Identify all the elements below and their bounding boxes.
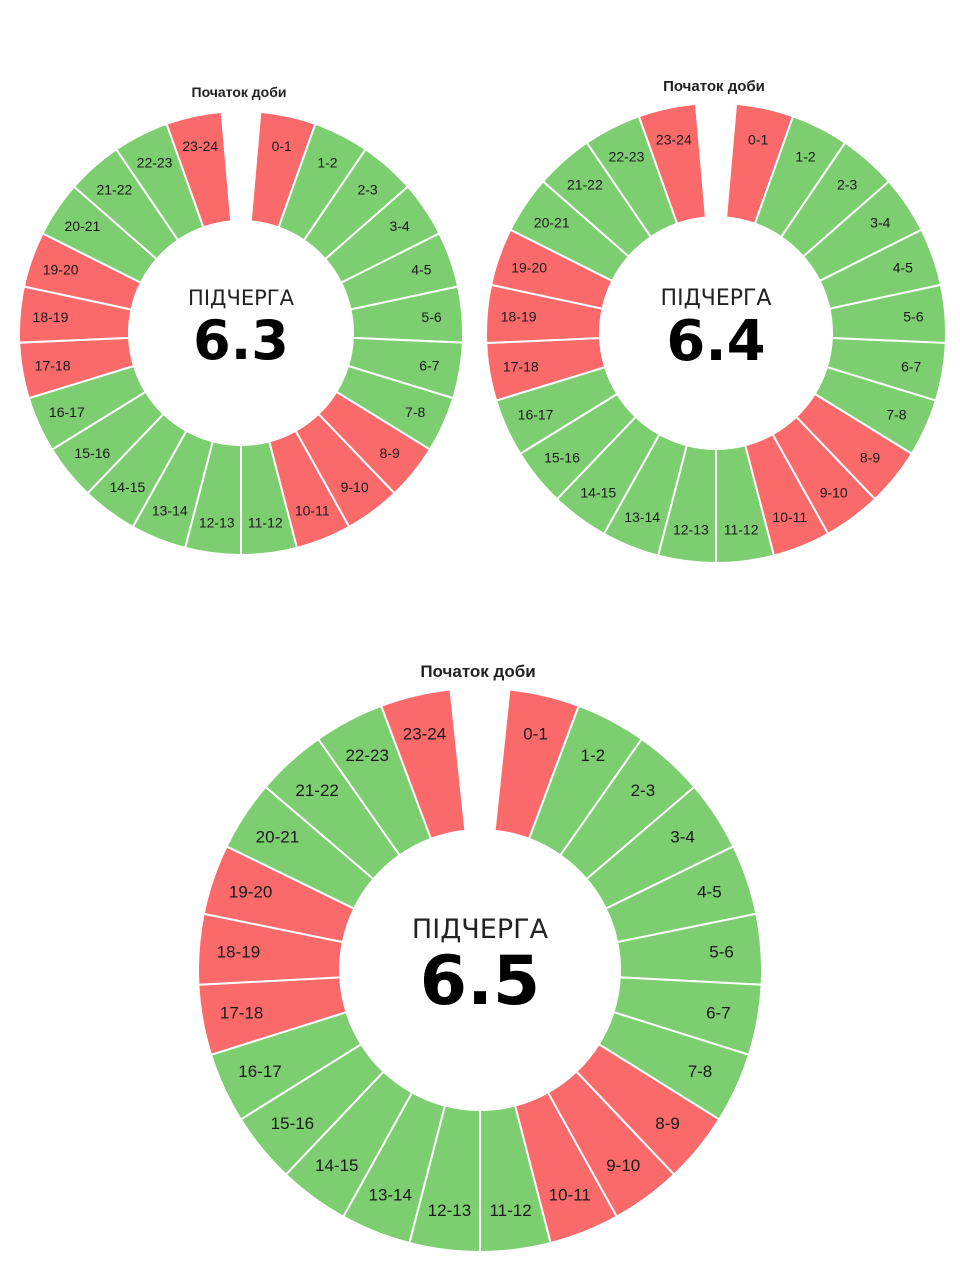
hour-label-3-4: 3-4	[670, 828, 695, 847]
hour-label-20-21: 20-21	[256, 828, 299, 847]
hour-label-18-19: 18-19	[33, 309, 69, 325]
hour-label-21-22: 21-22	[295, 781, 338, 800]
hour-label-2-3: 2-3	[837, 177, 857, 193]
hour-label-16-17: 16-17	[518, 407, 554, 423]
subqueue-number: 6.5	[420, 942, 540, 1021]
hour-label-7-8: 7-8	[886, 407, 906, 423]
hour-label-5-6: 5-6	[903, 308, 923, 324]
hour-label-20-21: 20-21	[65, 218, 101, 234]
hour-label-2-3: 2-3	[631, 781, 656, 800]
hour-label-15-16: 15-16	[74, 445, 110, 461]
hour-label-0-1: 0-1	[523, 725, 548, 744]
hour-segment-23-24	[379, 688, 467, 841]
hour-label-13-14: 13-14	[152, 502, 188, 518]
hour-label-6-7: 6-7	[706, 1004, 731, 1023]
hour-label-13-14: 13-14	[624, 509, 660, 525]
hour-label-14-15: 14-15	[580, 484, 616, 500]
hour-label-8-9: 8-9	[860, 450, 880, 466]
hour-label-18-19: 18-19	[217, 943, 260, 962]
hour-label-17-18: 17-18	[35, 358, 71, 374]
subqueue-caption: ПІДЧЕРГА	[661, 286, 772, 311]
hour-label-22-23: 22-23	[345, 746, 388, 765]
hour-label-0-1: 0-1	[272, 138, 292, 154]
hour-label-4-5: 4-5	[893, 259, 913, 275]
hour-label-7-8: 7-8	[688, 1062, 713, 1081]
subqueue-caption: ПІДЧЕРГА	[412, 914, 549, 945]
hour-label-14-15: 14-15	[109, 479, 145, 495]
hour-label-1-2: 1-2	[795, 148, 815, 164]
day-start-label: Початок доби	[192, 84, 287, 100]
hour-label-13-14: 13-14	[368, 1185, 411, 1204]
day-start-label: Початок доби	[420, 662, 535, 681]
hour-label-9-10: 9-10	[341, 479, 369, 495]
hour-label-19-20: 19-20	[229, 883, 272, 902]
hour-label-5-6: 5-6	[421, 309, 441, 325]
hour-label-19-20: 19-20	[511, 259, 547, 275]
hour-label-12-13: 12-13	[199, 515, 235, 531]
hour-label-16-17: 16-17	[49, 404, 85, 420]
hour-label-7-8: 7-8	[405, 404, 425, 420]
hour-label-14-15: 14-15	[315, 1156, 358, 1175]
hour-label-9-10: 9-10	[606, 1156, 640, 1175]
hour-label-15-16: 15-16	[544, 450, 580, 466]
hour-segment-23-24	[165, 110, 233, 229]
hour-label-21-22: 21-22	[97, 182, 133, 198]
hour-label-21-22: 21-22	[567, 177, 603, 193]
hour-label-6-7: 6-7	[419, 358, 439, 374]
hour-label-15-16: 15-16	[271, 1114, 314, 1133]
dial-segments: 0-1 1-2 2-3 3-4 4-5 5-6 6-7 7-8 8-9 9-10 10-11 11-1…	[197, 688, 763, 1254]
hour-label-3-4: 3-4	[389, 218, 409, 234]
hour-label-18-19: 18-19	[501, 308, 537, 324]
hour-label-23-24: 23-24	[403, 725, 446, 744]
hour-label-17-18: 17-18	[220, 1004, 263, 1023]
hour-label-8-9: 8-9	[380, 445, 400, 461]
hour-label-4-5: 4-5	[411, 262, 431, 278]
subqueue-caption: ПІДЧЕРГА	[188, 286, 295, 310]
hour-segment-23-24	[637, 102, 707, 225]
hour-label-5-6: 5-6	[709, 943, 734, 962]
hour-label-4-5: 4-5	[697, 883, 722, 902]
hour-label-23-24: 23-24	[656, 131, 692, 147]
hour-label-2-3: 2-3	[357, 182, 377, 198]
day-start-label: Початок доби	[663, 78, 765, 95]
hour-label-1-2: 1-2	[317, 154, 337, 170]
hour-label-3-4: 3-4	[870, 214, 890, 230]
hour-label-10-11: 10-11	[549, 1185, 591, 1204]
hour-label-10-11: 10-11	[295, 502, 330, 518]
hour-label-11-12: 11-12	[248, 515, 283, 531]
hour-label-1-2: 1-2	[581, 746, 606, 765]
hour-label-16-17: 16-17	[238, 1062, 281, 1081]
dial-segments: 0-1 1-2 2-3 3-4 4-5 5-6 6-7 7-8 8-9 9-10 10-11 11-1…	[18, 110, 464, 557]
hour-label-20-21: 20-21	[534, 214, 570, 230]
hour-label-0-1: 0-1	[748, 131, 768, 147]
hour-label-19-20: 19-20	[43, 262, 79, 278]
hour-label-6-7: 6-7	[901, 359, 921, 375]
subqueue-number: 6.3	[193, 309, 289, 372]
hour-label-9-10: 9-10	[820, 484, 848, 500]
hour-label-22-23: 22-23	[609, 148, 645, 164]
hour-label-10-11: 10-11	[772, 509, 807, 525]
hour-label-23-24: 23-24	[182, 138, 218, 154]
hour-label-12-13: 12-13	[673, 521, 709, 537]
hour-label-22-23: 22-23	[137, 154, 173, 170]
subqueue-number: 6.4	[666, 309, 765, 374]
hour-label-11-12: 11-12	[724, 521, 759, 537]
hour-label-12-13: 12-13	[428, 1201, 471, 1220]
hour-label-8-9: 8-9	[655, 1114, 680, 1133]
dial-segments: 0-1 1-2 2-3 3-4 4-5 5-6 6-7 7-8 8-9 9-10 10-11 11-1…	[485, 102, 947, 565]
hour-label-17-18: 17-18	[503, 359, 539, 375]
hour-label-11-12: 11-12	[489, 1201, 531, 1220]
